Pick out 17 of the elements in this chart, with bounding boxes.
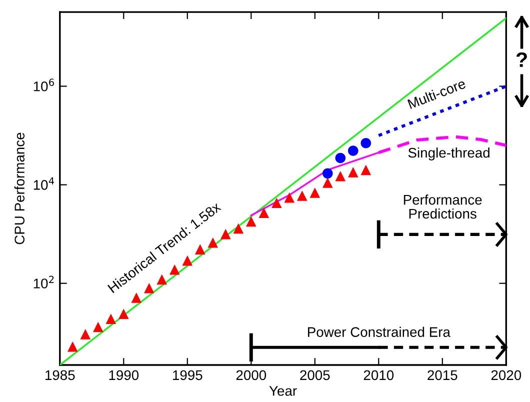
x-tick-label: 2020 (491, 370, 522, 380)
x-tick-label: 1995 (173, 370, 202, 380)
x-tick-label: 2015 (428, 370, 458, 380)
annotation: Power Constrained Era (308, 326, 450, 337)
y-tick-label: 10$^{6}$ (34, 78, 54, 92)
y-tick-label: 10$^{4}$ (34, 177, 54, 190)
x-axis-title: Year (269, 386, 297, 396)
x-tick-label: 2005 (300, 370, 330, 380)
x-tick-label: 1990 (109, 370, 139, 380)
annotation: Single-thread (408, 147, 490, 160)
x-tick-label: 2010 (364, 370, 394, 380)
x-tick-label: 1985 (46, 370, 75, 380)
text: ? (516, 52, 527, 67)
annotation: Performance Predictions (404, 194, 482, 219)
y-tick-label: 10$^{2}$ (34, 276, 54, 288)
y-axis-title: CPU Performance (14, 132, 25, 244)
x-tick-label: 2000 (236, 370, 266, 380)
